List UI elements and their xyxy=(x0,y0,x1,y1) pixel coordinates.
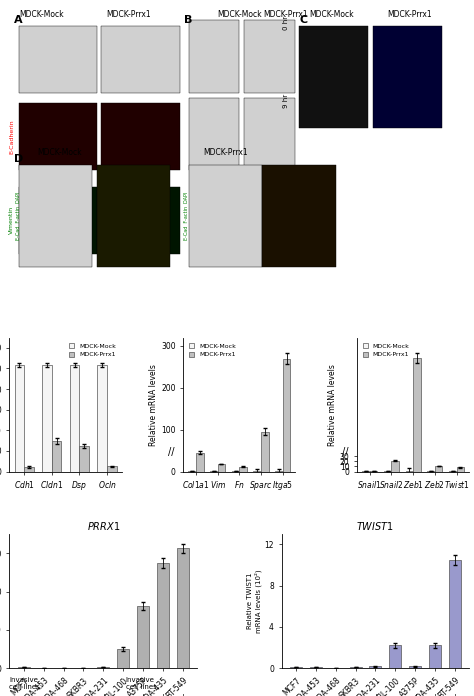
Bar xyxy=(435,466,442,472)
Legend: MDCK-Mock, MDCK-Prrx1: MDCK-Mock, MDCK-Prrx1 xyxy=(186,340,238,360)
Bar xyxy=(244,98,294,171)
Bar xyxy=(350,667,362,668)
Bar xyxy=(310,667,322,668)
Bar xyxy=(18,187,97,253)
Text: +: + xyxy=(411,693,419,696)
Text: E-Cad  F-actin  DAPI: E-Cad F-actin DAPI xyxy=(184,192,189,240)
Bar xyxy=(373,26,442,127)
Title: $\it{TWIST1}$: $\it{TWIST1}$ xyxy=(356,520,394,532)
Text: MDCK-Mock: MDCK-Mock xyxy=(309,10,354,19)
Bar xyxy=(157,563,169,668)
Bar xyxy=(42,365,52,472)
Text: MDCK-Prrx1: MDCK-Prrx1 xyxy=(263,10,308,19)
Bar xyxy=(389,645,401,668)
Title: $\it{PRRX1}$: $\it{PRRX1}$ xyxy=(87,520,120,532)
Legend: MDCK-Mock, MDCK-Prrx1: MDCK-Mock, MDCK-Prrx1 xyxy=(360,340,412,360)
Bar xyxy=(101,26,180,93)
Text: A: A xyxy=(14,15,23,25)
Bar xyxy=(263,165,336,267)
Bar xyxy=(18,165,92,267)
Bar xyxy=(97,667,109,668)
Bar xyxy=(189,98,239,171)
Bar xyxy=(97,165,170,267)
Text: MDCK-Mock: MDCK-Mock xyxy=(38,148,82,157)
Bar xyxy=(18,667,30,668)
Bar xyxy=(449,560,461,668)
Bar xyxy=(196,452,203,472)
Text: +: + xyxy=(100,693,107,696)
Text: +: + xyxy=(139,693,146,696)
Bar xyxy=(18,26,97,93)
Bar xyxy=(107,466,117,472)
Y-axis label: Relative mRNA levels: Relative mRNA levels xyxy=(328,363,337,445)
Text: Invasive
cell lines:: Invasive cell lines: xyxy=(126,677,159,690)
Bar xyxy=(189,20,239,93)
Y-axis label: Relative TWIST1
mRNA levels (10²): Relative TWIST1 mRNA levels (10²) xyxy=(247,569,262,633)
Text: C: C xyxy=(299,15,307,25)
Bar xyxy=(261,432,269,472)
Bar xyxy=(239,466,247,472)
Bar xyxy=(244,20,294,93)
Text: Invasive
cell lines:: Invasive cell lines: xyxy=(9,677,43,690)
Bar xyxy=(97,365,107,472)
Text: +: + xyxy=(179,693,186,696)
Text: MDCK-Mock: MDCK-Mock xyxy=(19,10,64,19)
Bar xyxy=(101,104,180,171)
Text: Vimentin: Vimentin xyxy=(9,206,14,234)
Bar xyxy=(70,365,79,472)
Bar xyxy=(137,606,149,668)
Bar xyxy=(456,468,464,472)
Text: MDCK-Prrx1: MDCK-Prrx1 xyxy=(203,148,248,157)
Text: //: // xyxy=(168,447,174,457)
Bar xyxy=(299,26,368,127)
Text: E-Cadherin: E-Cadherin xyxy=(9,120,14,155)
Text: 9 hr: 9 hr xyxy=(283,94,289,108)
Bar xyxy=(52,441,62,472)
Text: +: + xyxy=(372,693,379,696)
Bar xyxy=(117,649,129,668)
Bar xyxy=(189,165,262,267)
Text: MDCK-Mock: MDCK-Mock xyxy=(217,10,262,19)
Bar xyxy=(290,667,302,668)
Text: +: + xyxy=(451,693,458,696)
Bar xyxy=(283,358,291,472)
Text: D: D xyxy=(14,155,23,164)
Bar xyxy=(24,468,34,472)
Text: //: // xyxy=(342,448,348,457)
Text: E-Cad  F-actin  DAPI: E-Cad F-actin DAPI xyxy=(17,192,21,240)
Text: B: B xyxy=(184,15,192,25)
Bar xyxy=(409,666,421,668)
Bar xyxy=(369,666,382,668)
Bar xyxy=(218,464,225,472)
Bar xyxy=(413,358,421,472)
Text: MDCK-Prrx1: MDCK-Prrx1 xyxy=(387,10,432,19)
Text: +: + xyxy=(159,693,166,696)
Text: 0 hr: 0 hr xyxy=(283,16,289,30)
Bar xyxy=(392,461,399,472)
Bar xyxy=(15,365,24,472)
Bar xyxy=(429,645,441,668)
Text: +: + xyxy=(431,693,438,696)
Bar xyxy=(101,187,180,253)
Bar xyxy=(79,446,89,472)
Bar xyxy=(177,548,189,668)
Legend: MDCK-Mock, MDCK-Prrx1: MDCK-Mock, MDCK-Prrx1 xyxy=(67,340,118,360)
Text: MDCK-Prrx1: MDCK-Prrx1 xyxy=(107,10,151,19)
Y-axis label: Relative mRNA levels: Relative mRNA levels xyxy=(149,363,158,445)
Bar xyxy=(18,104,97,171)
